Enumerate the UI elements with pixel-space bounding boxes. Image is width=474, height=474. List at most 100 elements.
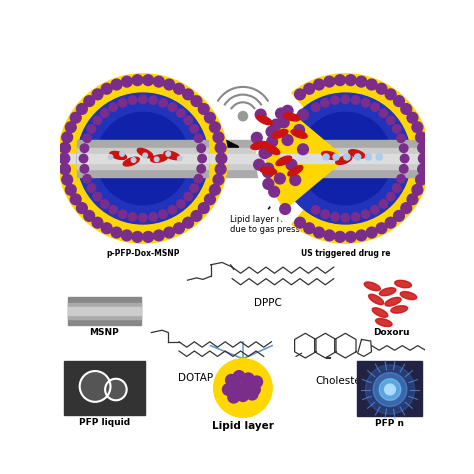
Circle shape: [100, 109, 109, 118]
Circle shape: [62, 132, 73, 143]
Polygon shape: [56, 148, 429, 169]
Circle shape: [100, 200, 109, 208]
Circle shape: [385, 217, 396, 228]
Ellipse shape: [110, 151, 127, 159]
Circle shape: [295, 89, 305, 100]
Circle shape: [298, 144, 309, 155]
Circle shape: [261, 74, 430, 243]
Ellipse shape: [322, 151, 338, 159]
Ellipse shape: [272, 129, 288, 138]
Circle shape: [173, 223, 184, 234]
Polygon shape: [357, 361, 421, 417]
Circle shape: [335, 231, 346, 242]
Circle shape: [84, 96, 95, 107]
Circle shape: [282, 135, 293, 146]
Circle shape: [418, 142, 428, 153]
Circle shape: [183, 89, 193, 100]
Circle shape: [323, 154, 329, 160]
Circle shape: [271, 119, 282, 130]
Text: Lipid layer rupture
due to gas pressure: Lipid layer rupture due to gas pressure: [230, 215, 314, 234]
Circle shape: [365, 365, 415, 414]
Circle shape: [84, 210, 95, 221]
Circle shape: [324, 76, 335, 87]
Circle shape: [331, 96, 339, 104]
Circle shape: [138, 95, 147, 103]
Circle shape: [311, 103, 320, 111]
Circle shape: [77, 93, 208, 224]
Circle shape: [58, 74, 228, 243]
Circle shape: [259, 148, 270, 158]
Polygon shape: [56, 154, 429, 163]
Circle shape: [376, 154, 383, 160]
Circle shape: [341, 95, 349, 103]
Circle shape: [345, 231, 356, 242]
Circle shape: [282, 105, 293, 116]
Circle shape: [173, 83, 184, 94]
Circle shape: [149, 213, 157, 221]
Circle shape: [166, 152, 171, 156]
Circle shape: [121, 76, 132, 87]
Circle shape: [379, 379, 401, 401]
Wedge shape: [257, 91, 346, 227]
Ellipse shape: [336, 155, 352, 164]
Circle shape: [286, 159, 297, 170]
Ellipse shape: [400, 292, 417, 300]
Circle shape: [194, 134, 203, 143]
Polygon shape: [280, 154, 419, 163]
Circle shape: [392, 125, 401, 133]
Circle shape: [149, 96, 157, 104]
Circle shape: [213, 174, 224, 185]
Text: Lipid layer: Lipid layer: [212, 421, 274, 431]
Circle shape: [373, 373, 407, 407]
Circle shape: [60, 164, 71, 174]
Circle shape: [407, 112, 418, 123]
Ellipse shape: [349, 150, 365, 158]
Circle shape: [190, 184, 199, 192]
Circle shape: [215, 164, 226, 174]
Ellipse shape: [276, 156, 292, 165]
Ellipse shape: [288, 165, 303, 176]
Circle shape: [314, 227, 324, 238]
Circle shape: [87, 125, 96, 133]
Text: MSNP: MSNP: [90, 328, 119, 337]
Circle shape: [407, 194, 418, 205]
Circle shape: [333, 154, 339, 160]
Circle shape: [344, 154, 350, 160]
Circle shape: [280, 204, 291, 214]
Circle shape: [385, 89, 396, 100]
Circle shape: [184, 116, 192, 125]
Circle shape: [132, 231, 143, 242]
Circle shape: [87, 184, 96, 192]
Circle shape: [356, 230, 367, 241]
Circle shape: [275, 108, 286, 119]
Circle shape: [294, 125, 304, 136]
Circle shape: [376, 223, 387, 234]
Circle shape: [361, 99, 370, 107]
Circle shape: [243, 373, 254, 384]
Ellipse shape: [395, 280, 411, 288]
Circle shape: [80, 164, 89, 173]
Text: US triggered drug re: US triggered drug re: [301, 249, 390, 258]
Circle shape: [384, 384, 395, 395]
Circle shape: [222, 384, 234, 395]
Circle shape: [210, 184, 220, 195]
Polygon shape: [68, 307, 141, 315]
Circle shape: [118, 210, 127, 219]
Ellipse shape: [251, 141, 267, 149]
Ellipse shape: [369, 294, 383, 305]
Circle shape: [184, 192, 192, 201]
Circle shape: [128, 96, 137, 104]
Text: PFP n: PFP n: [375, 419, 404, 428]
Ellipse shape: [151, 155, 167, 162]
Circle shape: [194, 174, 203, 183]
Circle shape: [120, 152, 124, 156]
Circle shape: [213, 132, 224, 143]
Ellipse shape: [264, 144, 280, 155]
Circle shape: [366, 79, 377, 90]
Circle shape: [249, 384, 260, 395]
Circle shape: [321, 99, 329, 107]
Circle shape: [70, 194, 81, 205]
Circle shape: [278, 117, 289, 128]
Circle shape: [83, 174, 91, 183]
Circle shape: [111, 227, 122, 238]
